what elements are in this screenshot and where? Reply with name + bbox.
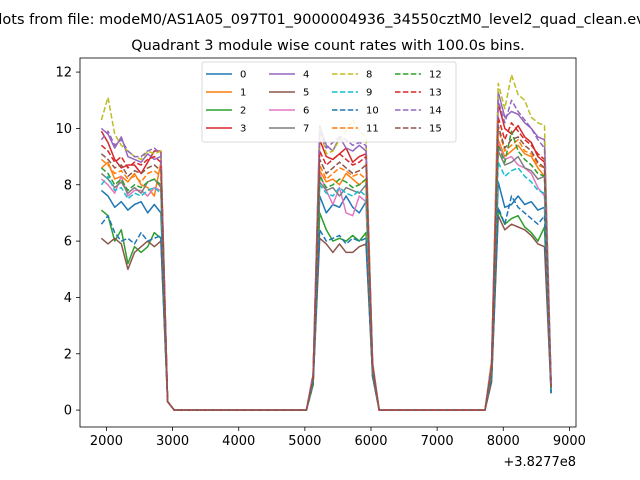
x-tick-label: 3000: [156, 434, 189, 449]
series-layer: [100, 74, 552, 411]
x-tick-label: 2000: [90, 434, 123, 449]
series-line-2: [100, 209, 552, 411]
legend-label-0: 0: [240, 70, 246, 81]
legend-label-6: 6: [303, 106, 309, 117]
y-axis: 0 2 4 6 8 10 12: [55, 66, 80, 419]
y-tick-label: 4: [64, 291, 72, 306]
legend-label-3: 3: [240, 124, 246, 135]
axes-title: Quadrant 3 module wise count rates with …: [131, 38, 525, 54]
series-line-0: [100, 181, 552, 411]
legend-box: [201, 61, 457, 143]
legend-label-4: 4: [303, 70, 309, 81]
x-axis: 2000 3000 4000 5000 6000 7000 8000 9000: [90, 427, 586, 449]
legend-label-9: 9: [366, 88, 372, 99]
legend-label-11: 11: [366, 124, 379, 135]
y-tick-label: 2: [64, 347, 72, 362]
legend-label-14: 14: [429, 106, 442, 117]
y-tick-label: 6: [64, 235, 72, 250]
y-tick-label: 8: [64, 178, 72, 193]
y-tick-label: 12: [55, 66, 72, 81]
legend-label-2: 2: [240, 106, 246, 117]
series-line-8: [100, 74, 552, 411]
y-tick-label: 0: [64, 404, 72, 419]
series-line-10: [100, 195, 552, 411]
axes-frame: [79, 57, 577, 428]
series-line-13: [100, 116, 552, 411]
x-tick-label: 5000: [288, 434, 321, 449]
series-line-5: [100, 214, 552, 411]
y-tick-label: 10: [55, 122, 72, 137]
series-line-9: [100, 161, 552, 411]
series-line-6: [100, 141, 552, 411]
legend-label-1: 1: [240, 88, 246, 99]
legend-label-10: 10: [366, 106, 379, 117]
figure-suptitle: Plots from file: modeM0/AS1A05_097T01_90…: [0, 12, 640, 28]
x-axis-offset-label: +3.8277e8: [503, 455, 576, 470]
series-line-12: [100, 130, 552, 411]
x-tick-label: 4000: [222, 434, 255, 449]
series-line-11: [100, 127, 552, 411]
legend-label-12: 12: [429, 70, 442, 81]
legend-label-7: 7: [303, 124, 309, 135]
x-tick-label: 6000: [354, 434, 387, 449]
x-tick-label: 7000: [421, 434, 454, 449]
legend-label-15: 15: [429, 124, 442, 135]
legend-label-13: 13: [429, 88, 442, 99]
legend-label-8: 8: [366, 70, 372, 81]
x-tick-label: 9000: [553, 434, 586, 449]
legend-label-5: 5: [303, 88, 309, 99]
x-tick-label: 8000: [487, 434, 520, 449]
